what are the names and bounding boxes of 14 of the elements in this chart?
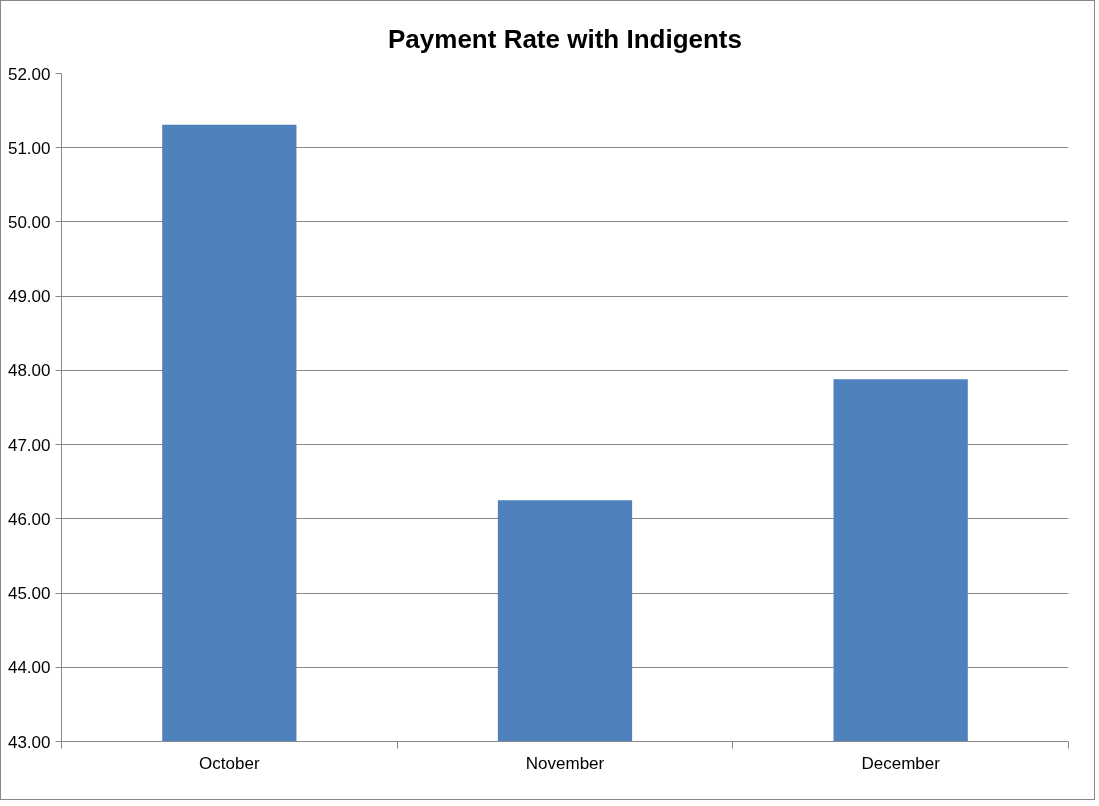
y-tick-label: 44.00 — [7, 658, 51, 678]
x-tick-label: December — [861, 753, 941, 773]
x-tick-label: November — [525, 753, 605, 773]
chart-title: Payment Rate with Indigents — [388, 23, 742, 54]
y-tick-label: 43.00 — [7, 732, 51, 752]
y-tick-label: 49.00 — [7, 287, 51, 307]
y-tick-label: 47.00 — [7, 435, 51, 455]
y-tick-label: 50.00 — [7, 212, 51, 232]
y-tick-label: 48.00 — [7, 361, 51, 381]
x-tick-label: October — [199, 753, 260, 773]
y-tick-label: 45.00 — [7, 584, 51, 604]
y-tick-label: 51.00 — [7, 138, 51, 158]
y-tick-label: 52.00 — [7, 64, 51, 84]
y-tick-label: 46.00 — [7, 509, 51, 529]
